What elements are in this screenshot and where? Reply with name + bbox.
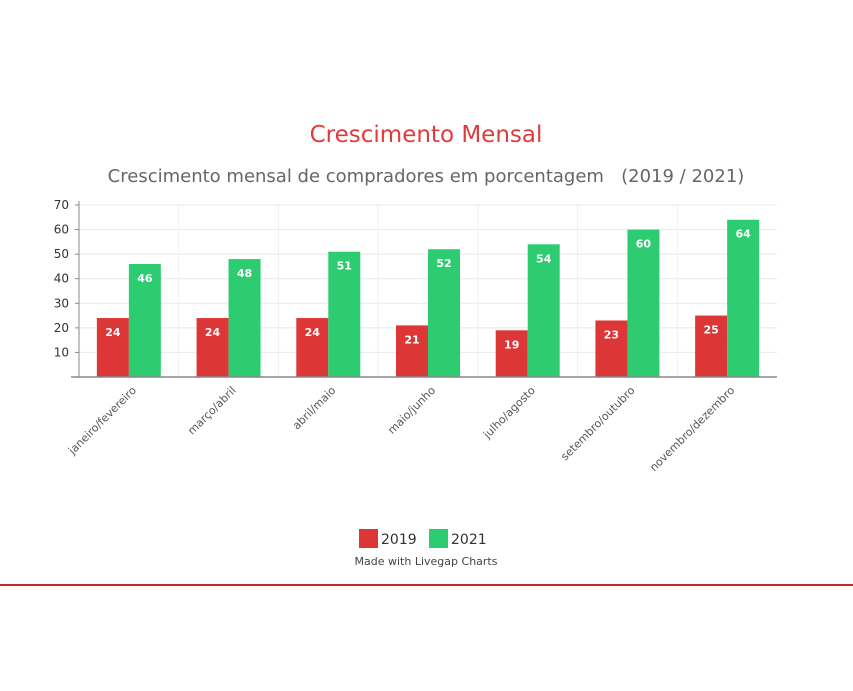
legend-swatch-2019 (359, 529, 378, 548)
bar-2019 (396, 325, 428, 377)
y-tick-label: 70 (54, 198, 69, 212)
bar-2019 (595, 320, 628, 377)
bar-2019 (695, 315, 728, 377)
bar-2019 (196, 318, 229, 377)
data-label: 52 (436, 257, 451, 270)
x-tick-label: novembro/dezembro (647, 384, 737, 474)
data-label: 24 (205, 326, 221, 339)
bar-2021 (727, 219, 760, 377)
y-tick-label: 20 (54, 321, 69, 335)
x-tick-label: março/abril (185, 384, 238, 437)
bar-2021 (328, 251, 361, 377)
data-label: 60 (636, 238, 652, 251)
data-label: 24 (105, 326, 121, 339)
bar-2019 (495, 330, 528, 377)
x-tick-label: abril/maio (290, 384, 338, 432)
y-tick-label: 50 (54, 247, 69, 261)
chart-title: Crescimento Mensal (310, 122, 543, 148)
y-tick-label: 10 (54, 345, 69, 359)
legend-label: 2021 (451, 532, 487, 548)
bar-2019 (296, 318, 329, 377)
y-tick-label: 40 (54, 272, 69, 286)
data-label: 24 (305, 326, 321, 339)
bar-2021 (128, 263, 161, 377)
bar-2021 (527, 244, 560, 377)
legend: 2019 2021 (359, 529, 487, 548)
bars: 24 46 24 48 24 51 21 52 19 54 23 60 25 64 (96, 219, 760, 377)
bar-2019 (96, 318, 129, 377)
data-label: 51 (337, 260, 352, 273)
y-tick-label: 60 (54, 223, 69, 237)
data-label: 21 (404, 333, 419, 346)
bottom-divider (0, 584, 853, 586)
legend-swatch-2021 (429, 529, 448, 548)
data-label: 64 (735, 228, 751, 241)
data-label: 48 (237, 267, 252, 280)
bar-2021 (627, 229, 660, 377)
bar-2021 (228, 259, 261, 377)
x-tick-label: setembro/outubro (558, 384, 637, 463)
data-label: 23 (604, 328, 619, 341)
legend-label: 2019 (381, 532, 417, 548)
x-tick-label: janeiro/fevereiro (65, 384, 139, 458)
y-tick-label: 30 (54, 296, 69, 310)
data-label: 54 (536, 252, 552, 265)
data-label: 46 (137, 272, 153, 285)
x-tick-label: maio/junho (385, 384, 438, 437)
data-label: 19 (504, 338, 519, 351)
x-tick-label: julho/agosto (480, 384, 538, 442)
bar-2021 (428, 249, 460, 377)
chart-credit: Made with Livegap Charts (355, 555, 498, 568)
chart-subtitle: Crescimento mensal de compradores em por… (108, 166, 745, 187)
data-label: 25 (703, 324, 718, 337)
